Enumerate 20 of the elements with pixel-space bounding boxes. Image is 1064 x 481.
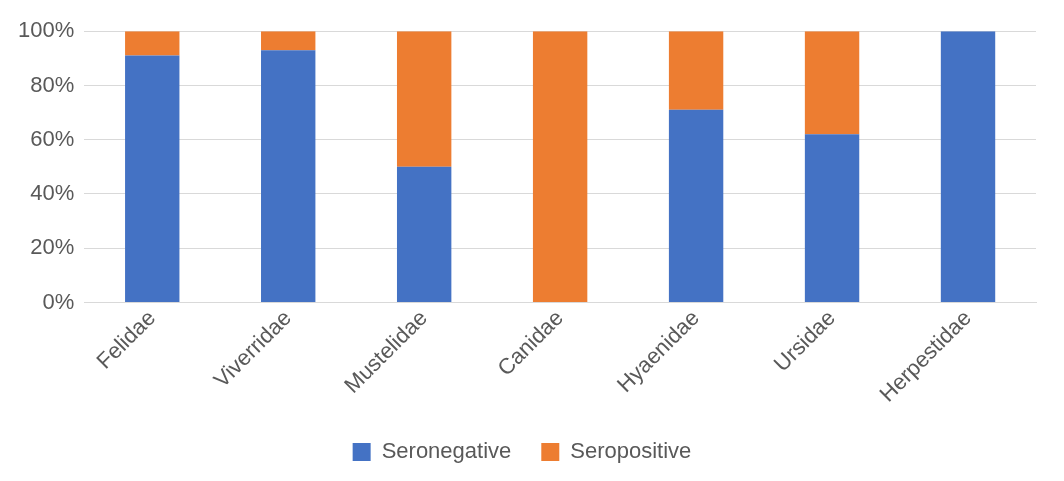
- y-tick-label: 100%: [17, 17, 75, 43]
- y-tick-label: 40%: [30, 180, 75, 206]
- bar: [668, 31, 724, 110]
- bar: [125, 55, 180, 302]
- legend-label: Seronegative: [381, 438, 512, 464]
- bar: [532, 31, 588, 302]
- y-tick-label: 80%: [30, 71, 75, 97]
- bar: [261, 50, 316, 302]
- bar: [668, 109, 724, 302]
- bar: [940, 31, 996, 302]
- bar: [261, 31, 316, 51]
- y-tick-label: 0%: [42, 288, 75, 314]
- bar: [804, 31, 860, 135]
- bar: [804, 134, 860, 302]
- bar: [125, 31, 180, 56]
- bar: [396, 166, 452, 302]
- y-tick-label: 60%: [30, 125, 75, 151]
- legend-label: Seropositive: [570, 438, 692, 464]
- bar: [396, 31, 452, 167]
- y-tick-label: 20%: [30, 234, 75, 260]
